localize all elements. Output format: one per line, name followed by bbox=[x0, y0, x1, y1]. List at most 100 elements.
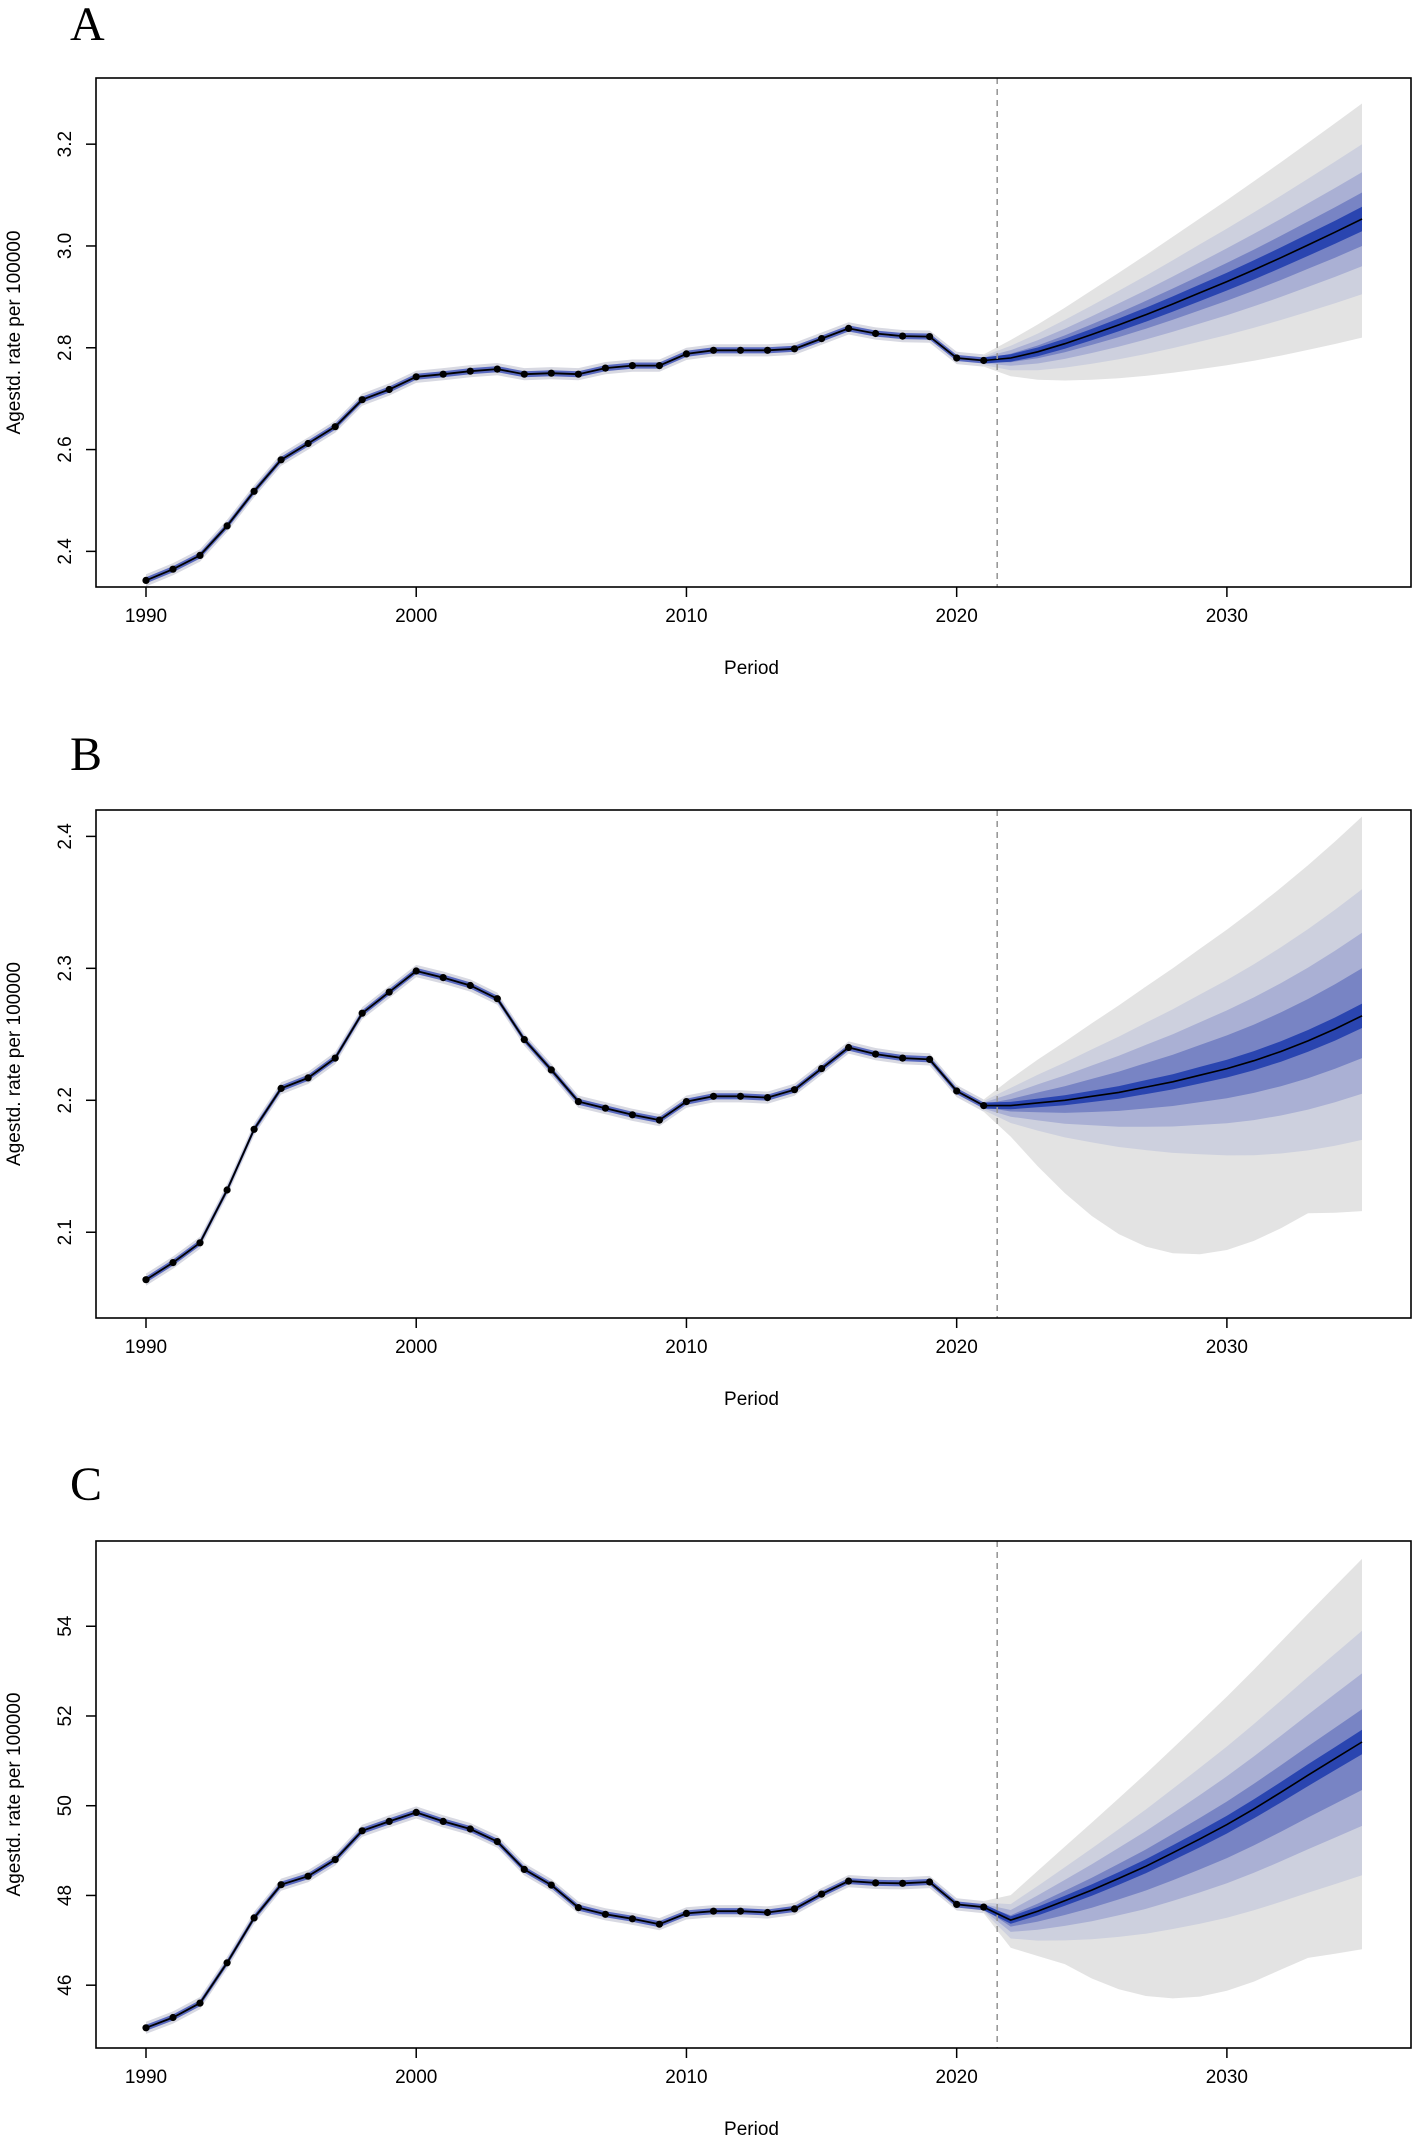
data-point bbox=[818, 335, 826, 343]
plot-frame bbox=[95, 1540, 1412, 2049]
x-tick-label: 2030 bbox=[1206, 606, 1248, 627]
data-point bbox=[926, 1878, 934, 1886]
data-point bbox=[358, 1009, 366, 1017]
data-point bbox=[277, 1084, 285, 1092]
data-point bbox=[818, 1065, 826, 1073]
data-point bbox=[304, 439, 312, 448]
data-point bbox=[980, 356, 988, 365]
data-point bbox=[520, 1036, 528, 1044]
x-tick-label: 2000 bbox=[395, 1337, 437, 1358]
x-tick-label: 1990 bbox=[125, 1337, 167, 1358]
data-point bbox=[574, 1904, 583, 1912]
data-point bbox=[331, 1856, 339, 1864]
data-point bbox=[574, 1098, 583, 1106]
y-tick-label: 2.3 bbox=[55, 955, 76, 981]
forecast-band-2 bbox=[983, 144, 1362, 371]
data-point bbox=[736, 1907, 745, 1915]
data-point bbox=[953, 354, 961, 362]
x-tick-label: 2030 bbox=[1206, 2067, 1248, 2088]
data-point bbox=[763, 346, 772, 354]
data-point bbox=[439, 1817, 447, 1825]
data-point bbox=[466, 981, 474, 990]
data-point bbox=[358, 1827, 366, 1835]
data-point bbox=[385, 1817, 393, 1825]
data-point bbox=[250, 1125, 258, 1133]
y-tick-label: 2.4 bbox=[55, 823, 76, 850]
data-point bbox=[574, 370, 583, 378]
observed-uncertainty-inner bbox=[146, 967, 984, 1283]
data-point bbox=[223, 1959, 231, 1967]
y-tick-label: 54 bbox=[55, 1615, 76, 1637]
x-tick-label: 1990 bbox=[125, 2067, 167, 2088]
forecast-line bbox=[983, 1015, 1363, 1107]
data-point bbox=[196, 551, 204, 560]
x-tick-label: 2000 bbox=[395, 2067, 437, 2088]
data-point bbox=[818, 1890, 826, 1898]
observed-uncertainty-outer bbox=[146, 1806, 984, 2034]
forecast-line bbox=[983, 1741, 1363, 1921]
observed-uncertainty-inner bbox=[146, 1809, 984, 2031]
data-point bbox=[655, 1920, 664, 1928]
data-point bbox=[520, 370, 528, 378]
observed-uncertainty-inner bbox=[146, 325, 984, 584]
data-point bbox=[763, 1908, 772, 1917]
data-point bbox=[872, 329, 880, 338]
data-point bbox=[520, 1865, 528, 1873]
data-point bbox=[493, 995, 501, 1003]
data-point bbox=[142, 1276, 150, 1284]
data-point bbox=[412, 967, 420, 975]
forecast-line bbox=[983, 218, 1363, 362]
y-tick-label: 2.1 bbox=[55, 1219, 76, 1245]
data-point bbox=[331, 423, 339, 431]
data-point bbox=[196, 1999, 204, 2007]
data-point bbox=[682, 1909, 691, 1917]
y-axis-label: Agestd. rate per 100000 bbox=[4, 231, 25, 435]
x-axis-label: Period bbox=[724, 658, 779, 679]
data-point bbox=[385, 385, 393, 394]
data-point bbox=[845, 1043, 853, 1052]
forecast-band-4 bbox=[983, 192, 1362, 363]
x-axis-label: Period bbox=[724, 1389, 779, 1410]
data-point bbox=[304, 1872, 312, 1880]
data-point bbox=[655, 1116, 664, 1124]
y-axis-label: Agestd. rate per 100000 bbox=[4, 962, 25, 1166]
x-axis-label: Period bbox=[724, 2119, 779, 2140]
plot-frame bbox=[95, 809, 1412, 1319]
data-point bbox=[196, 1239, 204, 1247]
data-point bbox=[547, 369, 555, 377]
data-point bbox=[304, 1074, 312, 1082]
data-point bbox=[682, 350, 691, 358]
data-point bbox=[980, 1102, 988, 1110]
x-tick-label: 2030 bbox=[1206, 1337, 1248, 1358]
data-point bbox=[169, 1259, 177, 1267]
forecast-band-4 bbox=[983, 968, 1362, 1113]
chart-panel-a: A 1990 2000 2010 2020 2030 2.4 2.6 2.8 3.0 3.2 Peri… bbox=[4, 0, 1412, 679]
x-tick-label: 2000 bbox=[395, 606, 437, 627]
x-tick-label: 2010 bbox=[665, 1337, 707, 1358]
data-point bbox=[899, 1879, 907, 1887]
y-tick-label: 52 bbox=[55, 1705, 76, 1726]
y-tick-label: 2.2 bbox=[55, 1087, 76, 1113]
y-tick-label: 48 bbox=[55, 1885, 76, 1906]
data-point bbox=[223, 522, 231, 530]
data-point bbox=[628, 1915, 637, 1923]
forecast-band-4 bbox=[983, 1709, 1362, 1927]
data-point bbox=[953, 1900, 961, 1908]
observed-line bbox=[145, 327, 984, 582]
data-point bbox=[277, 456, 285, 464]
data-point bbox=[142, 576, 150, 585]
data-point bbox=[926, 333, 934, 341]
data-point bbox=[358, 396, 366, 404]
data-point bbox=[601, 1104, 610, 1112]
data-point bbox=[250, 1914, 258, 1922]
data-point bbox=[790, 345, 799, 353]
plot-frame bbox=[95, 77, 1412, 588]
observed-uncertainty-outer bbox=[146, 964, 984, 1286]
forecast-band-core bbox=[983, 1003, 1362, 1110]
data-point bbox=[872, 1050, 880, 1058]
data-point bbox=[628, 362, 637, 370]
y-tick-label: 2.4 bbox=[55, 538, 76, 565]
chart-panel-b: B 1990 2000 2010 2020 2030 2.1 2.2 2.3 2.4 Period A… bbox=[4, 728, 1412, 1410]
observed-line bbox=[145, 970, 985, 1281]
